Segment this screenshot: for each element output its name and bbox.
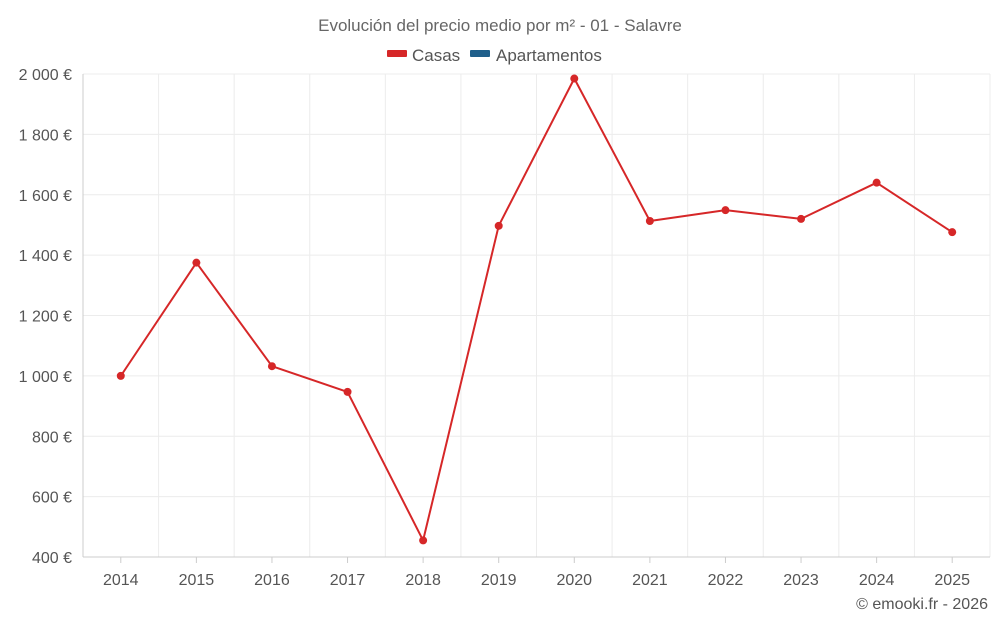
x-tick-label: 2023	[783, 572, 819, 589]
x-tick-label: 2014	[103, 572, 139, 589]
data-point-casas-2019[interactable]	[494, 221, 503, 230]
data-point-casas-2015[interactable]	[192, 258, 201, 267]
data-point-casas-2018[interactable]	[419, 536, 428, 545]
x-tick-label: 2025	[934, 572, 970, 589]
y-tick-label: 600 €	[32, 490, 72, 507]
y-tick-label: 1 400 €	[19, 248, 72, 265]
grid	[83, 73, 991, 557]
legend-swatch-apartamentos[interactable]	[470, 50, 490, 57]
x-tick-label: 2019	[481, 572, 517, 589]
y-tick-label: 2 000 €	[19, 67, 72, 84]
x-tick-label: 2022	[708, 572, 744, 589]
data-point-casas-2025[interactable]	[948, 228, 957, 237]
axes: 400 € 600 € 800 € 1 000 € 1 200 € 1 400 € 1 60…	[19, 67, 990, 589]
y-tick-label: 800 €	[32, 429, 72, 446]
x-tick-label: 2018	[405, 572, 441, 589]
data-point-casas-2014[interactable]	[116, 371, 125, 380]
data-point-casas-2016[interactable]	[267, 362, 276, 371]
data-point-casas-2020[interactable]	[570, 74, 579, 83]
data-point-casas-2022[interactable]	[721, 206, 730, 215]
y-tick-label: 1 800 €	[19, 127, 72, 144]
x-tick-label: 2017	[330, 572, 366, 589]
legend-label-casas[interactable]: Casas	[412, 46, 460, 65]
x-tick-label: 2015	[179, 572, 215, 589]
data-point-casas-2023[interactable]	[797, 214, 806, 223]
series-line-casas	[119, 77, 953, 542]
credit-text: © emooki.fr - 2026	[856, 596, 988, 613]
y-tick-label: 1 200 €	[19, 309, 72, 326]
y-tick-label: 400 €	[32, 550, 72, 567]
legend: Casas Apartamentos	[387, 46, 602, 65]
chart-title: Evolución del precio medio por m² - 01 -…	[318, 16, 682, 35]
x-tick-label: 2021	[632, 572, 668, 589]
legend-swatch-casas[interactable]	[387, 50, 407, 57]
legend-label-apartamentos[interactable]: Apartamentos	[496, 46, 602, 65]
y-tick-label: 1 600 €	[19, 188, 72, 205]
y-tick-label: 1 000 €	[19, 369, 72, 386]
data-point-casas-2024[interactable]	[872, 178, 881, 187]
x-tick-label: 2020	[556, 572, 592, 589]
series-casas	[116, 74, 957, 545]
data-point-casas-2017[interactable]	[343, 387, 352, 396]
x-tick-label: 2016	[254, 572, 290, 589]
data-point-casas-2021[interactable]	[645, 217, 654, 226]
x-tick-label: 2024	[859, 572, 895, 589]
